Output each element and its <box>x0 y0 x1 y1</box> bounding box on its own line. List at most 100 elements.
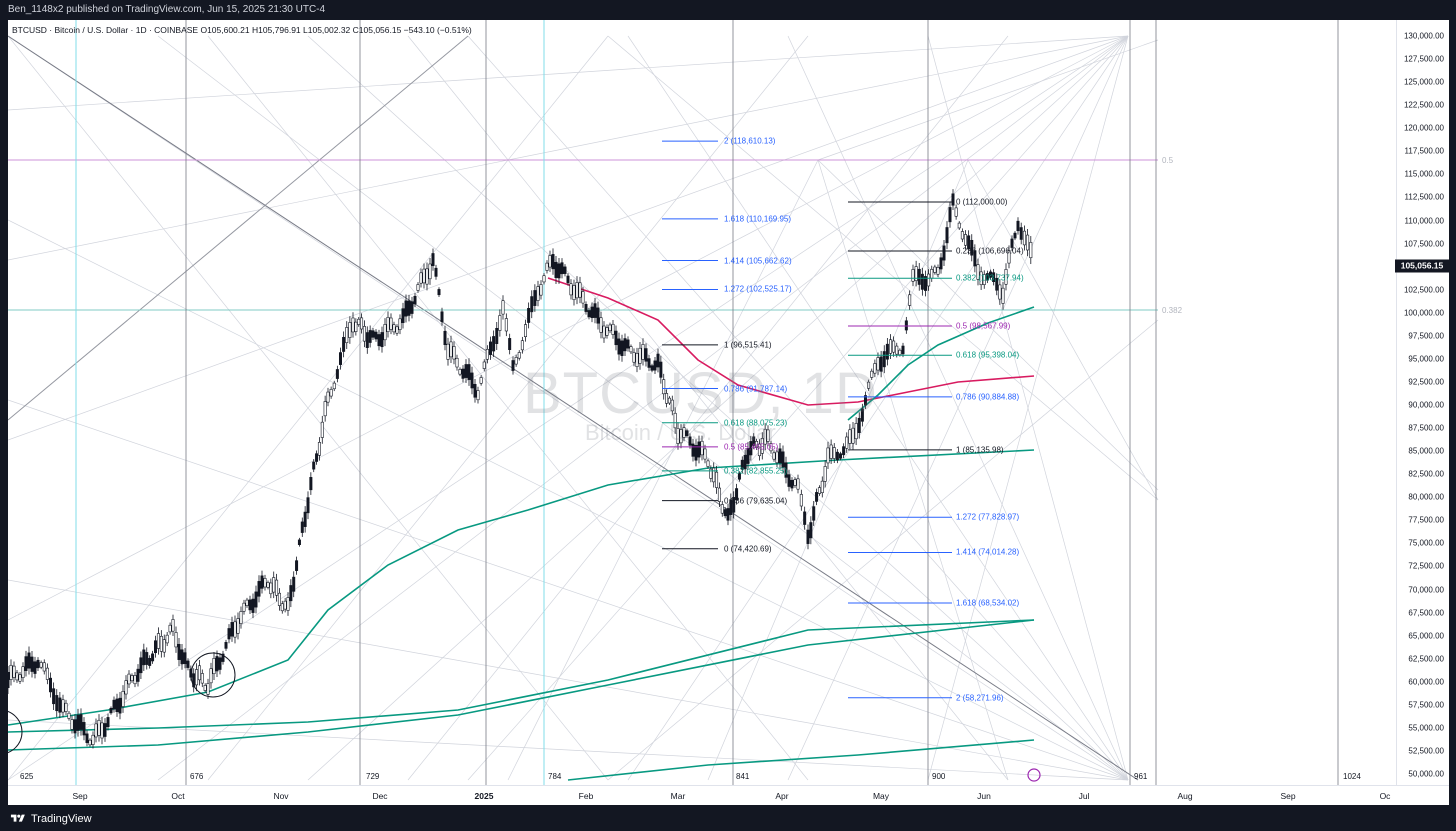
candle-body <box>942 245 946 261</box>
candle-body <box>957 222 961 229</box>
candle-body <box>620 340 624 356</box>
candle-body <box>936 267 940 275</box>
candle-body <box>632 352 636 363</box>
fib-level-label: 1.272 (102,525.17) <box>724 284 792 294</box>
candle-body <box>8 671 10 688</box>
candle-body <box>948 207 952 223</box>
candle-body <box>124 680 128 695</box>
candle-body <box>584 304 588 312</box>
candle-body <box>1029 242 1033 259</box>
candle-body <box>422 268 426 284</box>
fib-level-label: 0.236 (79,635.04) <box>724 496 788 506</box>
candle-body <box>383 324 387 341</box>
candle-body <box>209 668 213 684</box>
candle-body <box>251 598 255 613</box>
candle-body <box>688 436 692 446</box>
price-axis-label: 57,500.00 <box>1408 700 1444 710</box>
gann-fan-line <box>817 39 1159 161</box>
candle-body <box>1007 250 1011 264</box>
candle-body <box>272 577 276 593</box>
candle-body <box>85 733 89 743</box>
candle-body <box>165 634 169 644</box>
chart-container[interactable]: BTCUSD · Bitcoin / U.S. Dollar · 1D · CO… <box>8 20 1449 805</box>
gann-fan-line <box>967 159 1159 501</box>
candle-body <box>470 372 474 389</box>
candle-body <box>812 506 816 521</box>
candle-body <box>197 665 201 681</box>
candle-body <box>933 266 937 273</box>
candle-body <box>479 377 483 384</box>
candle-body <box>806 529 810 544</box>
candle-body <box>495 327 499 344</box>
gann-fan-line <box>8 35 1129 261</box>
candle-body <box>174 632 178 648</box>
gann-fan-line <box>8 219 1129 781</box>
candle-body <box>283 600 287 610</box>
candle-body <box>295 560 299 571</box>
candle-body <box>939 257 943 270</box>
candle-body <box>787 474 791 487</box>
candle-body <box>709 468 713 479</box>
gann-level-label: 0.382 <box>1162 306 1183 315</box>
candle-body <box>554 261 558 278</box>
gann-fan-line <box>8 35 1129 621</box>
price-axis-label: 70,000.00 <box>1408 585 1444 594</box>
candle-body <box>697 441 701 458</box>
candle-body <box>527 308 531 323</box>
candle-body <box>407 300 411 316</box>
candle-body <box>885 343 889 360</box>
candle-body <box>960 231 964 240</box>
candle-body <box>286 597 290 611</box>
candle-body <box>142 649 146 666</box>
candle-body <box>452 346 456 360</box>
candle-body <box>514 357 518 365</box>
price-axis-label: 52,500.00 <box>1408 746 1444 756</box>
candle-body <box>638 347 642 364</box>
moving-average-line <box>567 739 1035 781</box>
candle-body <box>593 303 597 318</box>
candle-body <box>360 317 364 330</box>
fib-level-label: 0.786 (91,787.14) <box>724 384 788 393</box>
candle-body <box>413 295 417 305</box>
price-axis-label: 110,000.00 <box>1404 216 1444 225</box>
gann-fan-line <box>817 159 1009 781</box>
candle-body <box>67 712 71 719</box>
candle-body <box>650 365 654 371</box>
gann-fan-line <box>607 319 1159 781</box>
candle-body <box>700 440 704 456</box>
candle-body <box>482 361 486 369</box>
candle-body <box>130 675 134 682</box>
candle-body <box>826 447 830 464</box>
candle-body <box>533 290 537 306</box>
candle-body <box>440 311 444 323</box>
candle-body <box>673 412 677 429</box>
price-axis[interactable]: 130,000.00 127,500.00 125,000.00 122,500.00… <box>1396 20 1449 805</box>
candle-body <box>851 427 855 444</box>
gann-fan-line <box>507 159 819 781</box>
candle-body <box>857 417 861 433</box>
candle-body <box>233 621 237 638</box>
candle-body <box>954 207 958 217</box>
candle-body <box>195 669 199 686</box>
fib-level-label: 0.382 (82,855.25) <box>724 466 788 476</box>
candle-body <box>183 652 187 664</box>
candle-body <box>679 429 683 444</box>
price-axis-label: 100,000.00 <box>1403 308 1444 318</box>
candle-body <box>545 262 549 271</box>
candle-body <box>297 539 301 545</box>
candle-body <box>136 668 140 682</box>
candle-body <box>180 649 184 665</box>
candle-body <box>392 324 396 333</box>
price-chart[interactable] <box>8 20 1449 805</box>
candle-body <box>127 673 131 685</box>
candle-body <box>12 665 16 678</box>
candle-body <box>901 345 905 355</box>
price-axis-label: 102,500.00 <box>1403 285 1444 295</box>
candle-body <box>662 379 666 395</box>
candle-body <box>200 673 204 684</box>
cycle-count-label: 625 <box>20 772 34 781</box>
time-axis[interactable]: Sep Oct Nov Dec 2025 Feb Mar Apr May Jun Jul Aug Sep… <box>8 785 1449 805</box>
candle-body <box>587 310 591 318</box>
candle-body <box>260 575 264 589</box>
candle-body <box>446 343 450 360</box>
